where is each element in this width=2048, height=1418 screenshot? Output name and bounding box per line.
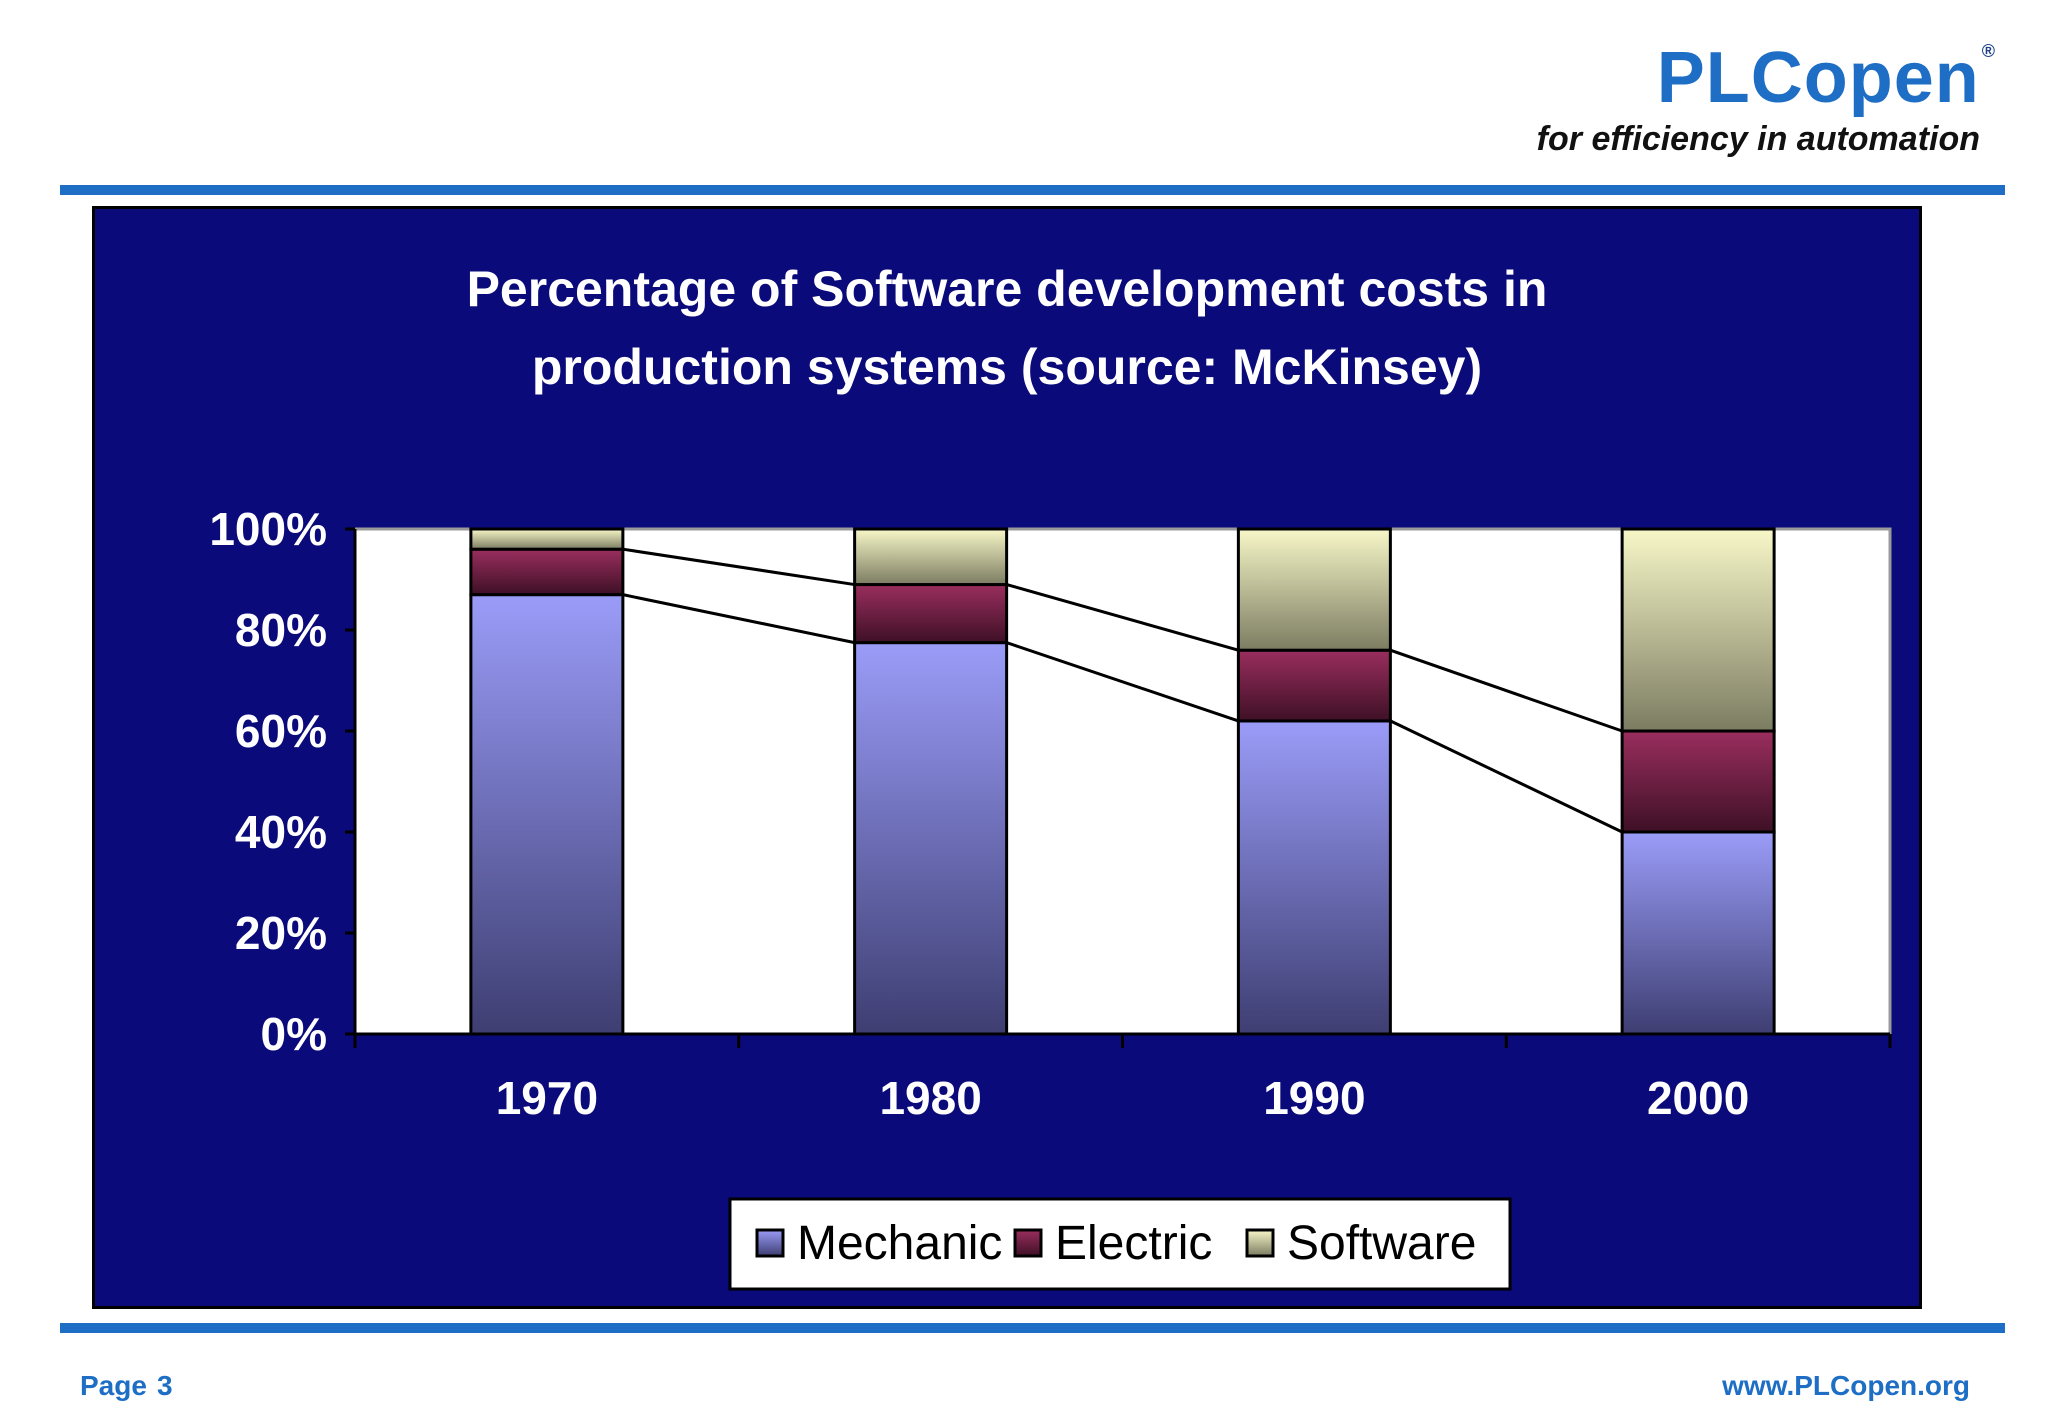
series-connector-line (1006, 641, 1239, 723)
x-tick-label-2000: 2000 (1647, 1072, 1749, 1124)
bar-electric-1980 (853, 583, 1009, 645)
legend-swatch-mechanic (755, 1228, 785, 1258)
website-link[interactable]: www.PLCopen.org (1722, 1370, 1970, 1401)
series-connector-line (622, 593, 855, 645)
page-indicator: Page 3 (80, 1370, 173, 1402)
header-divider (60, 185, 2005, 195)
chart-panel: Percentage of Software development costs… (92, 206, 1922, 1309)
series-connector-line (1389, 719, 1623, 834)
brand-name: PLCopen (1656, 38, 1980, 118)
bar-mechanic-1980 (853, 641, 1009, 1036)
bar-software-2000 (1620, 527, 1776, 733)
page-label: Page (80, 1370, 147, 1401)
x-tick-label-1980: 1980 (879, 1072, 981, 1124)
legend-box (728, 1197, 1512, 1291)
y-tick-label: 0% (261, 1008, 327, 1060)
series-connector-line (1389, 648, 1623, 733)
series-connector-line (1006, 583, 1239, 652)
bar-electric-2000 (1620, 729, 1776, 834)
footer-divider (60, 1323, 2005, 1333)
chart-title-line: Percentage of Software development costs… (467, 261, 1548, 317)
bar-software-1970 (469, 527, 625, 551)
y-tick-label: 80% (235, 604, 327, 656)
legend-label-mechanic: Mechanic (797, 1217, 1002, 1270)
legend-swatch-software (1245, 1228, 1275, 1258)
page-number: 3 (156, 1370, 173, 1401)
y-tick-label: 100% (209, 503, 327, 555)
x-tick-label-1970: 1970 (496, 1072, 598, 1124)
bar-mechanic-1990 (1236, 719, 1392, 1036)
brand-logo: PLCopen ® (1657, 42, 1996, 114)
y-tick-label: 20% (235, 907, 327, 959)
bar-electric-1990 (1236, 648, 1392, 723)
brand-tagline: for efficiency in automation (1536, 120, 1980, 158)
bar-software-1980 (853, 527, 1009, 587)
registered-mark: ® (1981, 41, 1996, 61)
bar-software-1990 (1236, 527, 1392, 652)
legend-swatch-electric (1013, 1228, 1043, 1258)
legend-label-electric: Electric (1055, 1217, 1212, 1270)
y-tick-label: 40% (235, 806, 327, 858)
chart-title-line: production systems (source: McKinsey) (532, 339, 1482, 395)
legend-label-software: Software (1287, 1217, 1476, 1270)
stacked-bar-chart: Percentage of Software development costs… (209, 261, 1892, 1291)
x-tick-label-1990: 1990 (1263, 1072, 1365, 1124)
y-tick-label: 60% (235, 705, 327, 757)
bar-mechanic-1970 (469, 593, 625, 1036)
bar-mechanic-2000 (1620, 830, 1776, 1036)
series-connector-line (622, 547, 855, 587)
bar-electric-1970 (469, 547, 625, 597)
